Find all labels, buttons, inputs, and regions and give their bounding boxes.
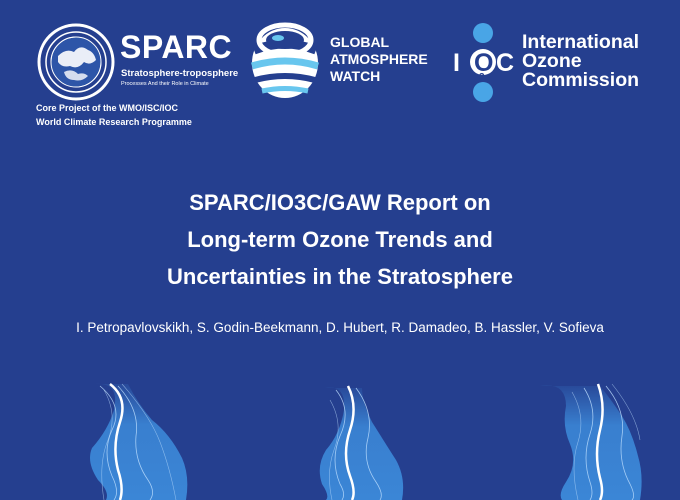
io3c-line-1: International [522, 31, 640, 53]
author-list: I. Petropavlovskikh, S. Godin-Beekmann, … [76, 320, 604, 335]
ozone-profile-plot [90, 383, 188, 500]
ozone-profile-plot [540, 383, 642, 500]
gaw-logo: GLOBAL ATMOSPHERE WATCH [246, 20, 446, 110]
gaw-wordmark: GLOBAL ATMOSPHERE WATCH [330, 34, 428, 85]
io3c-mark-o: O [474, 49, 493, 77]
io3c-mark-i: I [453, 49, 460, 77]
title-line-2: Long-term Ozone Trends and [187, 227, 493, 252]
title-line-3: Uncertainties in the Stratosphere [167, 264, 513, 289]
io3c-mark-c: C [496, 49, 514, 77]
io3c-mark-icon: I O 3 C [453, 23, 514, 102]
ozone-profile-plot [319, 385, 404, 500]
gaw-line-1: GLOBAL [330, 34, 390, 50]
io3c-line-2: Ozone [522, 50, 582, 72]
core-project-line: Core Project of the WMO/ISC/IOC [36, 103, 179, 113]
sparc-subtitle: Stratosphere-troposphere [121, 68, 239, 79]
sparc-wordmark: SPARC [120, 29, 233, 65]
gaw-line-2: ATMOSPHERE [330, 51, 428, 67]
gaw-globe-icon [250, 22, 320, 98]
io3c-mark-3: 3 [479, 72, 485, 83]
ozone-profile-artwork [90, 383, 642, 500]
io3c-wordmark: International Ozone Commission [522, 31, 640, 91]
report-title: SPARC/IO3C/GAW Report on Long-term Ozone… [0, 184, 680, 295]
title-line-1: SPARC/IO3C/GAW Report on [189, 190, 491, 215]
logo-row: SPARC Stratosphere-troposphere Processes… [0, 0, 680, 135]
io3c-line-3: Commission [522, 69, 640, 91]
sparc-tagline: Processes And their Role in Climate [121, 81, 209, 87]
wcrp-line: World Climate Research Programme [36, 117, 192, 127]
sparc-globe-icon [37, 23, 115, 101]
gaw-line-3: WATCH [330, 68, 381, 84]
io3c-logo: I O 3 C International Ozone Commission [450, 22, 670, 102]
